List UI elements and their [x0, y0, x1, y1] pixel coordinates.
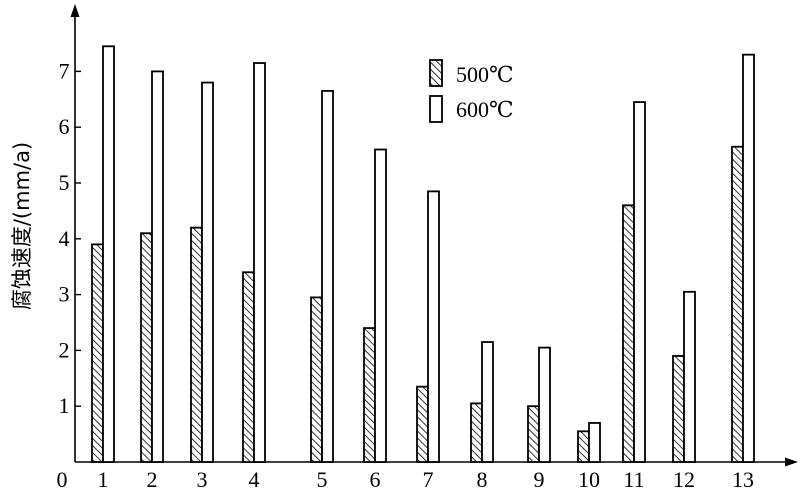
- x-tick-label: 5: [317, 467, 328, 490]
- x-tick-label: 8: [477, 467, 488, 490]
- bar-500-7: [416, 385, 429, 463]
- x-tick-label: 11: [623, 467, 644, 490]
- x-tick-label: 3: [197, 467, 208, 490]
- x-tick-label: 4: [249, 467, 260, 490]
- y-axis-arrow: [70, 4, 80, 17]
- bar-600-4: [253, 62, 266, 463]
- bar-600-13: [742, 53, 755, 463]
- y-ticks: 1 2 3 4 5 6 7: [59, 58, 81, 418]
- bar-600-11: [633, 101, 646, 463]
- bar-600-5: [321, 90, 334, 463]
- bar-600-9: [538, 346, 551, 463]
- x-axis-arrow: [785, 457, 798, 467]
- y-tick-label: 2: [59, 337, 70, 362]
- y-tick-label: 5: [59, 170, 70, 195]
- y-tick-label: 7: [59, 58, 70, 83]
- legend-label-600: 600℃: [456, 97, 514, 122]
- y-tick-label: 1: [59, 393, 70, 418]
- x-tick-label: 1: [98, 467, 109, 490]
- bar-600-1: [102, 45, 115, 463]
- y-tick-label: 3: [59, 282, 70, 307]
- bar-600-12: [683, 290, 696, 463]
- origin-label: 0: [57, 467, 68, 490]
- legend-swatch-600: [429, 95, 443, 123]
- x-tick-label: 2: [147, 467, 158, 490]
- bar-500-4: [242, 271, 255, 463]
- x-ticks: 1 2 3 4 5 6 7 8 9 10 11 12 13: [98, 457, 754, 490]
- x-tick-label: 12: [673, 467, 695, 490]
- y-tick-label: 4: [59, 226, 70, 251]
- bar-500-8: [470, 402, 483, 463]
- bar-600-6: [374, 148, 387, 463]
- bar-500-1: [91, 243, 104, 463]
- legend-swatch-500: [429, 59, 443, 87]
- legend: 500℃ 600℃: [429, 59, 514, 123]
- bar-600-3: [201, 81, 214, 463]
- bar-600-10: [588, 422, 601, 463]
- bar-500-5: [310, 296, 323, 463]
- legend-label-500: 500℃: [456, 62, 514, 87]
- x-tick-label: 13: [732, 467, 754, 490]
- bar-500-6: [363, 327, 376, 463]
- y-axis-label: 腐蚀速度/(mm/a): [10, 142, 34, 310]
- x-tick-label: 9: [534, 467, 545, 490]
- bar-600-7: [427, 190, 440, 463]
- bar-500-2: [140, 232, 153, 463]
- bar-500-9: [527, 405, 540, 463]
- bar-500-11: [622, 204, 635, 463]
- bar-600-8: [481, 341, 494, 463]
- x-tick-label: 6: [370, 467, 381, 490]
- y-tick-label: 6: [59, 114, 70, 139]
- x-tick-label: 7: [423, 467, 434, 490]
- bars: [91, 45, 755, 463]
- x-tick-label: 10: [578, 467, 600, 490]
- bar-500-13: [731, 145, 744, 463]
- bar-600-2: [151, 70, 164, 463]
- bar-500-3: [190, 226, 203, 463]
- bar-500-12: [672, 355, 685, 463]
- bar-500-10: [577, 430, 590, 463]
